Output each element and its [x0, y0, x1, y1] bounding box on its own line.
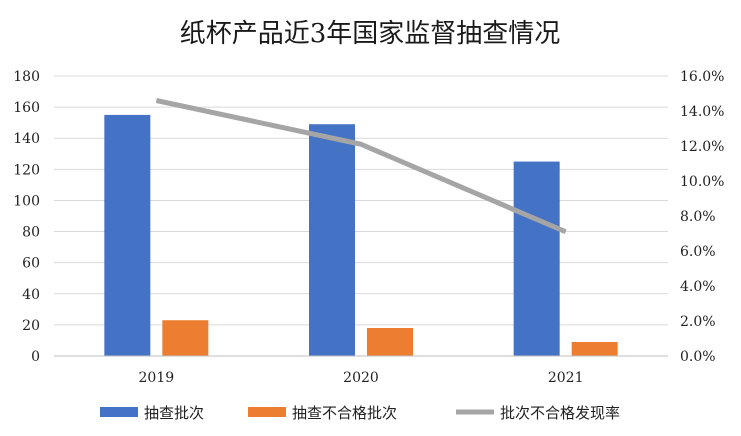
bar-unqualified-2021: [571, 342, 618, 356]
left-axis: 0 20 40 60 80 100 120 140 160 180: [13, 69, 40, 365]
bar-inspected-2020: [309, 124, 355, 356]
legend-item-0: 抽查批次: [100, 404, 204, 422]
x-tick-label: 2020: [343, 370, 379, 386]
left-tick-label: 100: [13, 193, 40, 209]
left-tick-label: 140: [13, 131, 40, 147]
right-tick-label: 16.0%: [680, 69, 724, 85]
left-tick-label: 40: [22, 287, 40, 303]
rate-line: [155, 98, 567, 235]
bar-unqualified-2019: [162, 320, 209, 356]
gridlines: [54, 75, 668, 326]
right-tick-label: 12.0%: [680, 139, 724, 155]
bar-unqualified-2020: [367, 328, 413, 356]
left-tick-label: 80: [22, 225, 40, 241]
legend-label: 批次不合格发现率: [500, 404, 620, 422]
x-tick-label: 2019: [139, 370, 175, 386]
right-axis: 0.0% 2.0% 4.0% 6.0% 8.0% 10.0% 12.0% 14.0% 16.0%: [680, 69, 724, 365]
right-tick-label: 14.0%: [680, 104, 724, 120]
legend-label: 抽查不合格批次: [292, 404, 397, 422]
left-tick-label: 120: [13, 162, 40, 178]
x-tick-label: 2021: [548, 370, 584, 386]
x-axis: 2019 2020 2021: [54, 355, 668, 386]
legend-swatch: [100, 407, 138, 417]
legend: 抽查批次 抽查不合格批次 批次不合格发现率: [100, 404, 620, 422]
right-tick-label: 2.0%: [680, 314, 716, 330]
left-tick-label: 180: [13, 69, 40, 85]
left-tick-label: 60: [22, 256, 40, 272]
left-tick-label: 20: [22, 318, 40, 334]
left-tick-label: 160: [13, 100, 40, 116]
right-tick-label: 10.0%: [680, 174, 724, 190]
bar-inspected-2021: [513, 161, 560, 356]
bars: [104, 114, 618, 356]
legend-item-1: 抽查不合格批次: [248, 404, 397, 422]
bar-inspected-2019: [104, 114, 151, 356]
right-tick-label: 6.0%: [680, 244, 716, 260]
right-tick-label: 8.0%: [680, 209, 716, 225]
right-tick-label: 4.0%: [680, 279, 716, 295]
legend-swatch: [248, 407, 286, 417]
right-tick-label: 0.0%: [680, 349, 716, 365]
rate-line-path: [155, 98, 567, 235]
legend-label: 抽查批次: [144, 404, 204, 422]
left-tick-label: 0: [31, 349, 40, 365]
legend-item-2: 批次不合格发现率: [456, 404, 620, 422]
chart-title: 纸杯产品近3年国家监督抽查情况: [180, 19, 561, 49]
